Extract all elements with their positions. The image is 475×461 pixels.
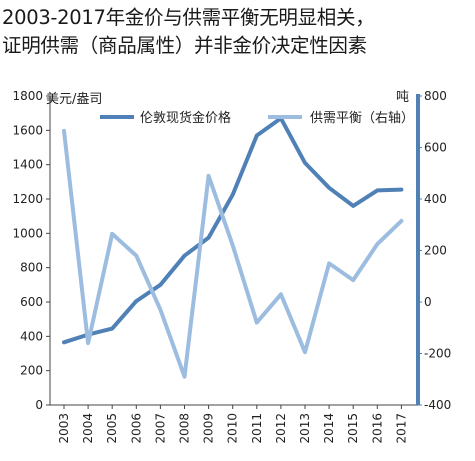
series-line-gold-price	[62, 116, 404, 345]
right-tick-label: -400	[424, 398, 451, 412]
x-tick-label: 2003	[57, 413, 71, 444]
x-tick-label: 2007	[153, 413, 167, 444]
series-layer	[62, 116, 404, 379]
x-tick-label: 2017	[394, 413, 408, 444]
gold-price-point-2015	[351, 204, 355, 208]
x-tick-label: 2011	[250, 413, 264, 444]
series-line-supply-demand-balance	[62, 128, 404, 379]
gold-price-point-2016	[375, 188, 379, 192]
left-tick-label: 200	[20, 364, 43, 378]
gold-price-point-2010	[231, 193, 235, 197]
chart-title-line-2: 证明供需（商品属性）并非金价决定性因素	[2, 34, 367, 57]
left-tick-label: 800	[20, 261, 43, 275]
x-tick-label: 2009	[202, 413, 216, 444]
balance-point-2008	[183, 375, 186, 379]
legend: 伦敦现货金价格 供需平衡（右轴）	[100, 110, 414, 126]
balance-point-2004	[86, 341, 90, 345]
legend-label-1: 供需平衡（右轴）	[310, 111, 414, 126]
x-tick-label: 2008	[178, 413, 192, 444]
balance-point-2006	[134, 254, 138, 258]
gold-price-point-2011	[255, 133, 259, 137]
gold-price-point-2014	[327, 186, 331, 190]
gold-price-point-2013	[303, 161, 307, 165]
x-tick-label: 2014	[322, 413, 336, 444]
balance-point-2015	[351, 278, 355, 282]
balance-point-2011	[255, 321, 259, 325]
balance-point-2010	[231, 243, 235, 247]
gold-price-point-2007	[158, 283, 162, 287]
gold-price-point-2003	[62, 340, 66, 344]
balance-point-2017	[399, 219, 403, 223]
balance-point-2016	[375, 242, 379, 246]
gold-price-point-2006	[134, 299, 138, 303]
left-tick-label: 600	[20, 295, 43, 309]
right-axis-unit: 吨	[396, 90, 409, 105]
balance-point-2007	[158, 308, 162, 312]
x-tick-label: 2010	[226, 413, 240, 444]
right-tick-label: 600	[424, 141, 447, 155]
left-tick-label: 1400	[12, 158, 43, 172]
gold-price-point-2009	[207, 236, 211, 240]
x-tick-label: 2004	[81, 413, 95, 444]
axes: 0 200 400 600 800 1000 1200 1400 1600 1800 -400 -20…	[12, 89, 451, 444]
balance-point-2009	[207, 174, 211, 178]
gold-price-point-2005	[110, 327, 114, 331]
right-tick-label: 800	[424, 89, 447, 103]
gold-price-point-2017	[399, 188, 403, 192]
x-tick-label: 2012	[274, 413, 288, 444]
right-tick-label: 200	[424, 244, 447, 258]
chart-title-line-1: 2003-2017年金价与供需平衡无明显相关，	[2, 6, 375, 29]
x-tick-label: 2016	[370, 413, 384, 444]
balance-point-2012	[279, 292, 283, 296]
balance-point-2003	[62, 129, 66, 133]
legend-label-0: 伦敦现货金价格	[140, 110, 231, 126]
right-tick-label: -200	[424, 347, 451, 361]
balance-point-2014	[327, 261, 331, 265]
left-tick-label: 1600	[12, 123, 43, 137]
gold-price-point-2008	[183, 254, 186, 258]
left-tick-label: 400	[20, 329, 43, 343]
balance-point-2005	[110, 232, 114, 236]
x-tick-label: 2006	[129, 413, 143, 444]
left-tick-label: 1000	[12, 226, 43, 240]
x-tick-label: 2005	[105, 413, 119, 444]
right-tick-label: 0	[424, 295, 432, 309]
balance-point-2013	[303, 350, 307, 354]
chart-title: 2003-2017年金价与供需平衡无明显相关， 证明供需（商品属性）并非金价决定…	[2, 4, 472, 60]
left-tick-label: 1800	[12, 89, 43, 103]
x-tick-label: 2013	[298, 413, 312, 444]
left-tick-label: 0	[35, 398, 43, 412]
right-tick-label: 400	[424, 192, 447, 206]
left-axis-unit: 美元/盎司	[46, 92, 102, 107]
x-tick-label: 2015	[346, 413, 360, 444]
left-tick-label: 1200	[12, 192, 43, 206]
